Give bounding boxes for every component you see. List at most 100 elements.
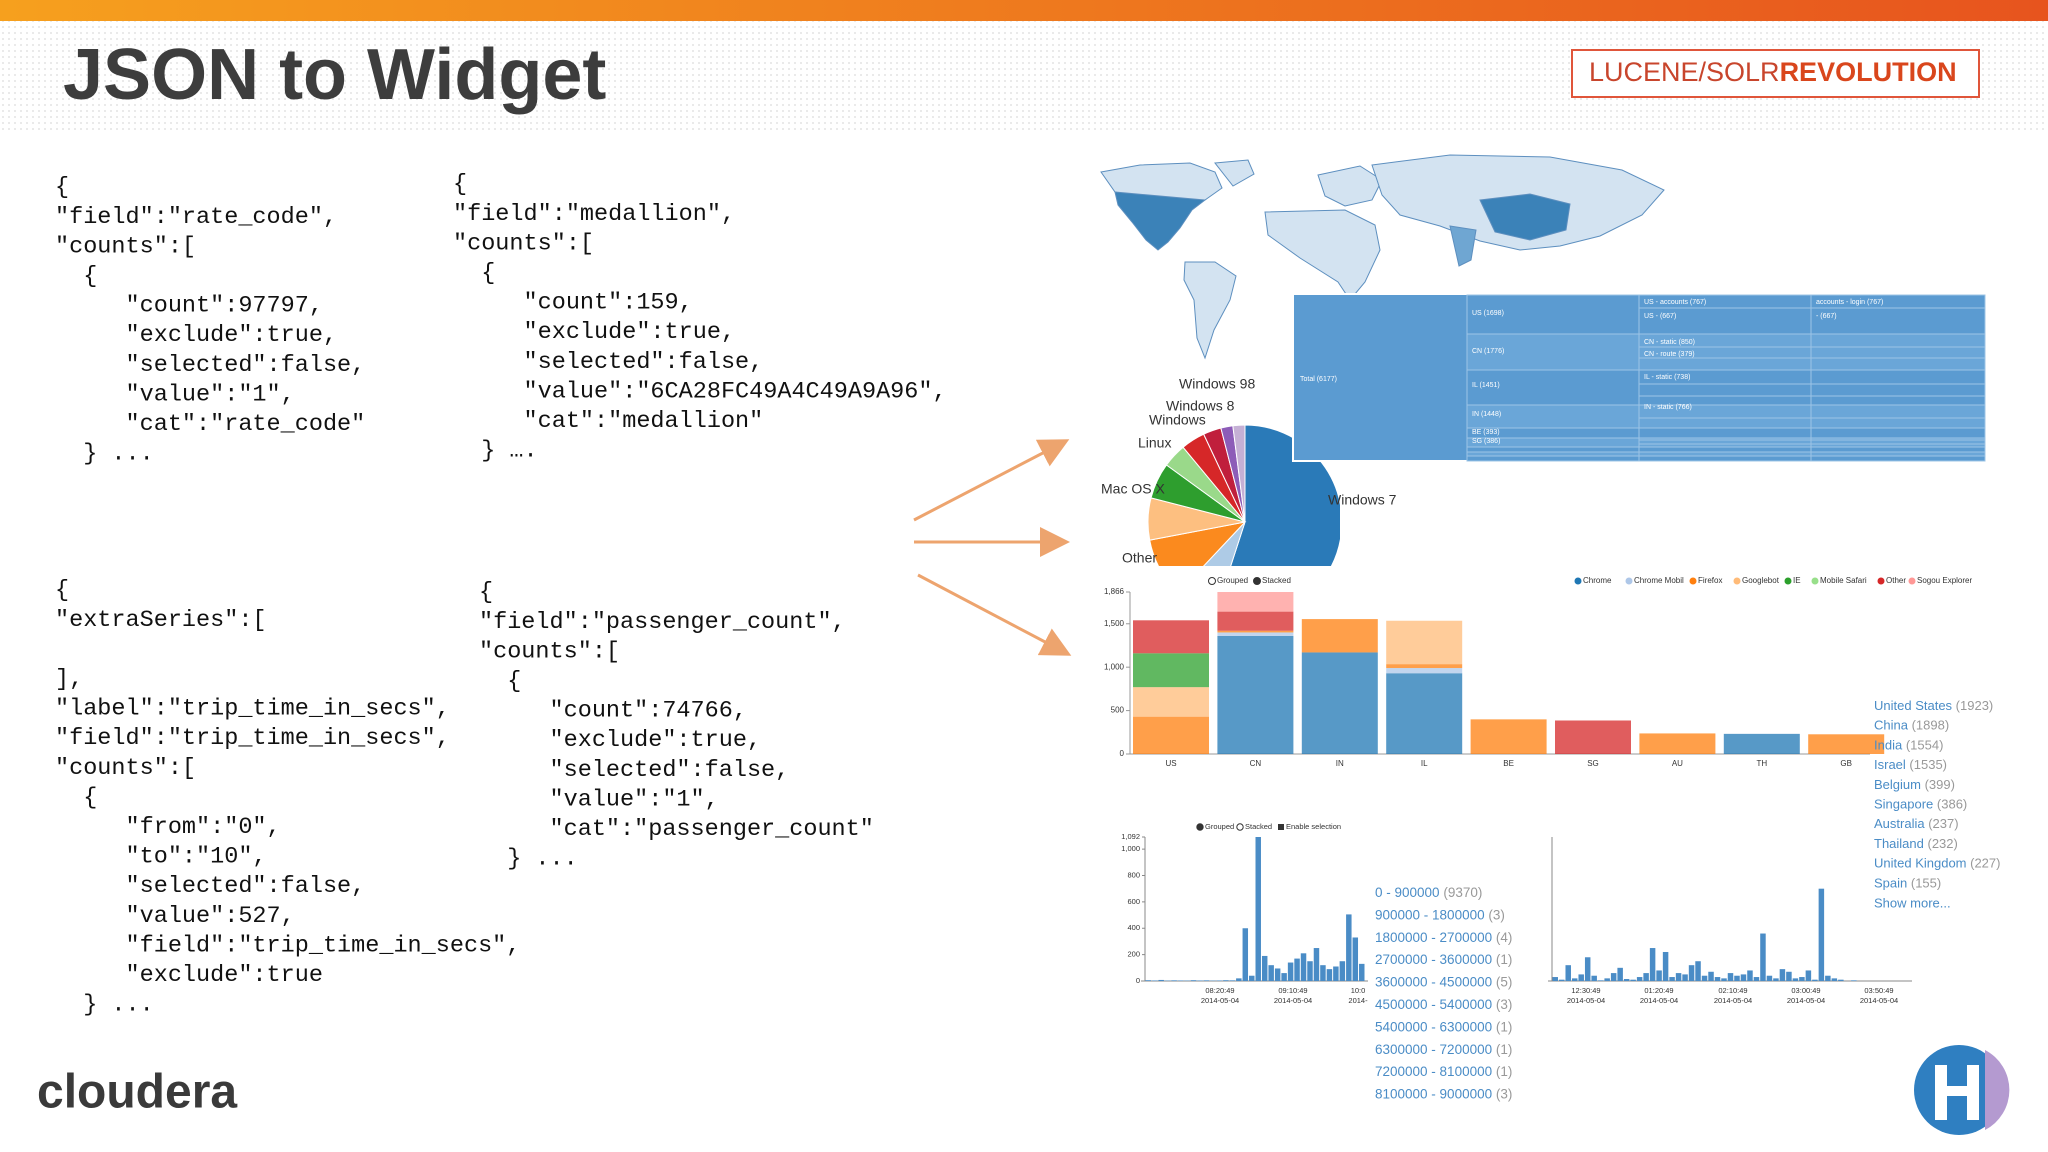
histogram-bar bbox=[1216, 980, 1223, 981]
code-line: "value":"1", bbox=[55, 381, 295, 408]
legend-label: Googlebot bbox=[1742, 576, 1780, 585]
legend-label: Chrome bbox=[1583, 576, 1612, 585]
map-region bbox=[1317, 165, 1383, 207]
y-tick-label: 800 bbox=[1127, 870, 1140, 879]
facet-count: (386) bbox=[1937, 797, 1967, 812]
control-radio bbox=[1196, 823, 1204, 831]
histogram-bar bbox=[1675, 973, 1682, 981]
x-tick-label: 2014-05-04 bbox=[1567, 996, 1605, 1005]
histogram-bar bbox=[1190, 980, 1197, 981]
treemap-cell bbox=[1638, 294, 1812, 335]
histogram-bar bbox=[1352, 937, 1359, 981]
code-line: "field":"medallion", bbox=[453, 201, 735, 228]
range-item[interactable]: 2700000 - 3600000 (1) bbox=[1375, 952, 1512, 967]
control-label[interactable]: Grouped bbox=[1205, 822, 1234, 831]
code-blocks: {"field":"rate_code","counts":[ { "count… bbox=[55, 171, 947, 1018]
range-item[interactable]: 5400000 - 6300000 (1) bbox=[1375, 1019, 1512, 1034]
histogram-bar bbox=[1805, 970, 1812, 981]
treemap-label: CN (1776) bbox=[1472, 348, 1504, 355]
facet-item[interactable]: Israel (1535) bbox=[1874, 758, 1947, 773]
facet-name: China bbox=[1874, 718, 1909, 733]
range-item[interactable]: 6300000 - 7200000 (1) bbox=[1375, 1041, 1512, 1056]
facet-item[interactable]: Singapore (386) bbox=[1874, 797, 1967, 812]
histogram-bar bbox=[1760, 933, 1766, 981]
pie-label: Windows 98 bbox=[1179, 376, 1255, 392]
range-item[interactable]: 1800000 - 2700000 (4) bbox=[1375, 929, 1512, 944]
facet-count: (155) bbox=[1911, 876, 1941, 891]
code-line: "exclude":true bbox=[55, 962, 323, 989]
y-tick-label: 200 bbox=[1127, 950, 1140, 959]
code-line: "counts":[ bbox=[479, 638, 620, 665]
x-tick-label: 02:10:49 bbox=[1718, 986, 1747, 995]
pie-label: Windows 8 bbox=[1166, 398, 1235, 414]
code-line: { bbox=[453, 260, 495, 287]
control-label[interactable]: Grouped bbox=[1217, 576, 1248, 585]
facet-item[interactable]: Australia (237) bbox=[1874, 817, 1959, 832]
code-line: "field":"trip_time_in_secs", bbox=[55, 725, 450, 752]
facet-item[interactable]: India (1554) bbox=[1874, 738, 1943, 753]
control-label[interactable]: Stacked bbox=[1262, 576, 1291, 585]
histogram-bar bbox=[1249, 975, 1255, 981]
histogram-bar bbox=[1636, 977, 1643, 981]
legend-label: Sogou Explorer bbox=[1917, 576, 1972, 585]
facet-item[interactable]: Spain (155) bbox=[1874, 876, 1941, 891]
code-line: } ... bbox=[55, 441, 154, 468]
range-item[interactable]: 900000 - 1800000 (3) bbox=[1375, 907, 1505, 922]
code-line: { bbox=[453, 171, 467, 198]
histogram-bar bbox=[1571, 978, 1578, 981]
range-item[interactable]: 4500000 - 5400000 (3) bbox=[1375, 997, 1512, 1012]
y-tick-label: 600 bbox=[1127, 897, 1140, 906]
code-line: { bbox=[55, 263, 97, 290]
x-tick-label: 2014-05-04 bbox=[1640, 996, 1678, 1005]
histogram-bar bbox=[1597, 980, 1604, 981]
legend-swatch bbox=[1574, 577, 1582, 585]
facet-item[interactable]: Thailand (232) bbox=[1874, 836, 1958, 851]
y-tick-label: 500 bbox=[1111, 706, 1125, 715]
legend-swatch bbox=[1784, 577, 1792, 585]
histogram-bar bbox=[1630, 979, 1636, 981]
histogram-bar bbox=[1261, 955, 1268, 981]
range-label: 6300000 - 7200000 bbox=[1375, 1041, 1492, 1056]
control-label[interactable]: Stacked bbox=[1245, 822, 1272, 831]
y-tick-label: 1,866 bbox=[1104, 587, 1125, 596]
range-item[interactable]: 7200000 - 8100000 (1) bbox=[1375, 1064, 1512, 1079]
code-line: "exclude":true, bbox=[453, 319, 735, 346]
control-label[interactable]: Enable selection bbox=[1286, 822, 1341, 831]
histogram-bar bbox=[1604, 978, 1610, 981]
pie-label: Windows 7 bbox=[1328, 492, 1397, 508]
x-tick-label: 03:50:49 bbox=[1864, 986, 1893, 995]
range-item[interactable]: 3600000 - 4500000 (5) bbox=[1375, 974, 1512, 989]
facet-item[interactable]: United States (1923) bbox=[1874, 698, 1993, 713]
histogram-bar bbox=[1294, 958, 1300, 981]
range-item[interactable]: 0 - 900000 (9370) bbox=[1375, 885, 1482, 900]
x-tick-label: SG bbox=[1587, 759, 1599, 768]
treemap-cell bbox=[1466, 451, 1640, 457]
logo-arc bbox=[1985, 1050, 2010, 1130]
code-line: "cat":"rate_code" bbox=[55, 411, 365, 438]
range-label: 2700000 - 3600000 bbox=[1375, 952, 1492, 967]
code-line: "cat":"medallion" bbox=[453, 408, 763, 435]
logo-light: LUCENE/SOLR bbox=[1589, 57, 1780, 87]
range-count: (3) bbox=[1488, 907, 1505, 922]
facet-name: Israel bbox=[1874, 758, 1906, 773]
histogram-bar bbox=[1236, 978, 1242, 981]
show-more[interactable]: Show more... bbox=[1874, 895, 1951, 910]
histogram-bar bbox=[1688, 965, 1695, 981]
range-label: 900000 - 1800000 bbox=[1375, 907, 1485, 922]
facet-item[interactable]: China (1898) bbox=[1874, 718, 1949, 733]
treemap-cell bbox=[1810, 455, 1986, 462]
histogram-bar bbox=[1158, 979, 1164, 981]
facet-item[interactable]: United Kingdom (227) bbox=[1874, 856, 2000, 871]
histogram-bar bbox=[1171, 980, 1177, 981]
legend-swatch bbox=[1877, 577, 1885, 585]
code-line: "value":"6CA28FC49A4C49A9A96", bbox=[453, 378, 947, 405]
facet-count: (237) bbox=[1928, 817, 1958, 832]
range-item[interactable]: 8100000 - 9000000 (3) bbox=[1375, 1086, 1512, 1101]
treemap-cell bbox=[1466, 294, 1640, 335]
treemap-cell bbox=[1638, 446, 1812, 453]
facet-item[interactable]: Belgium (399) bbox=[1874, 777, 1955, 792]
histogram-bar bbox=[1313, 948, 1320, 981]
pie-label: Mac OS X bbox=[1101, 481, 1165, 497]
